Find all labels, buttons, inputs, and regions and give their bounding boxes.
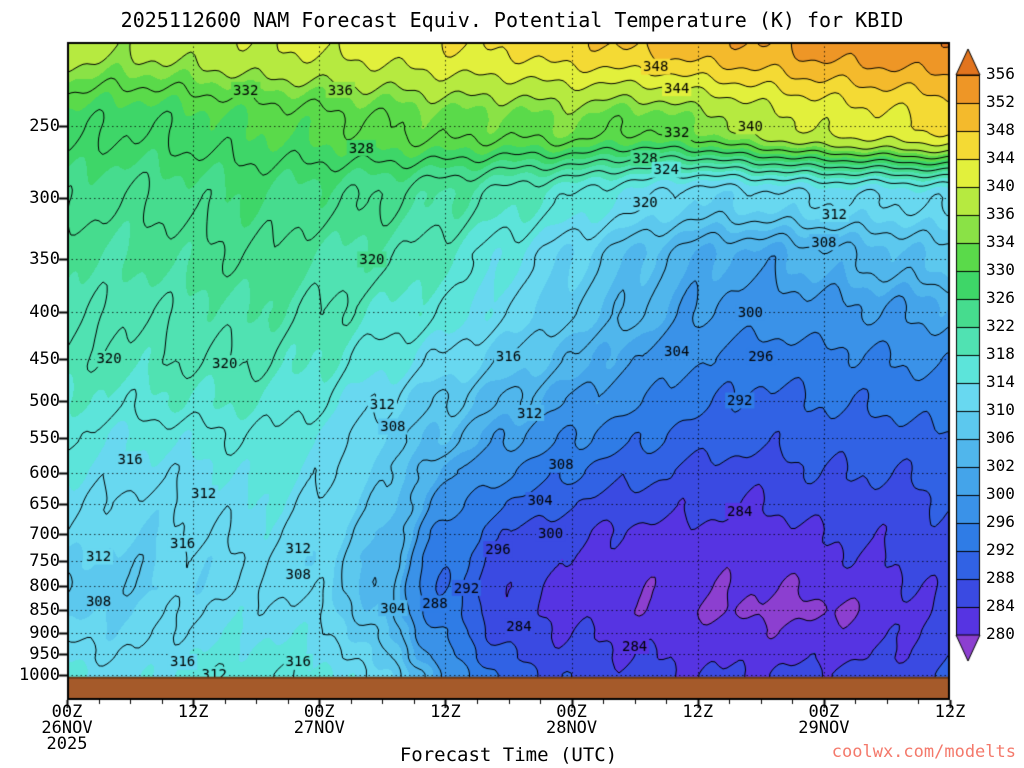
x-axis-title: Forecast Time (UTC) (399, 744, 618, 766)
chart-title: 2025112600 NAM Forecast Equiv. Potential… (120, 8, 904, 32)
watermark-link[interactable]: coolwx.com/modelts (831, 742, 1016, 762)
